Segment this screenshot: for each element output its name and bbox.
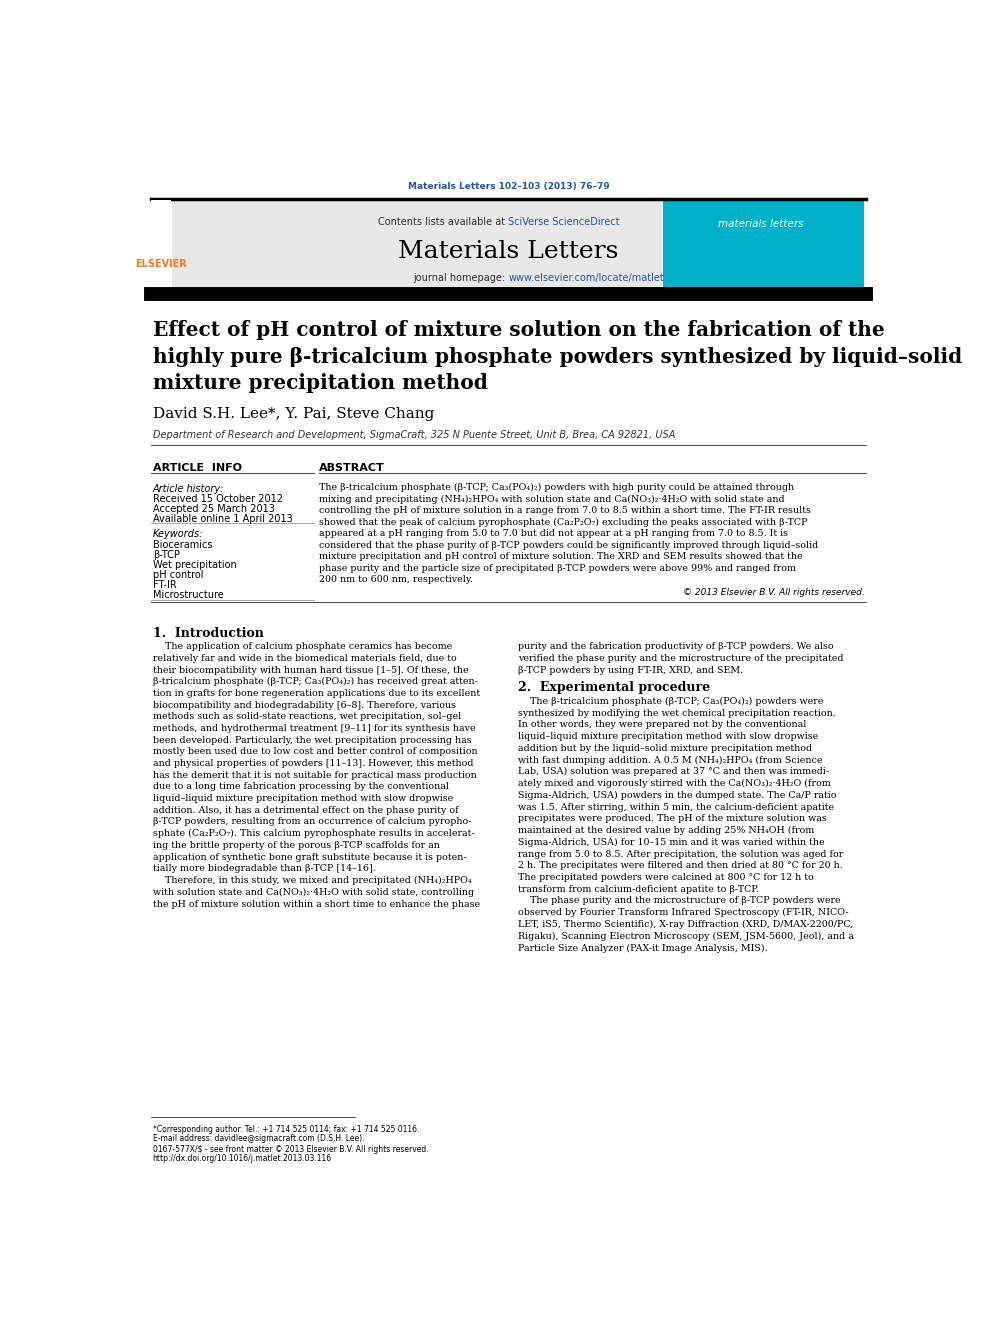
Text: Wet precipitation: Wet precipitation <box>153 560 236 570</box>
Text: The application of calcium phosphate ceramics has become
relatively far and wide: The application of calcium phosphate cer… <box>153 643 480 909</box>
Text: ABSTRACT: ABSTRACT <box>319 463 385 472</box>
Text: © 2013 Elsevier B.V. All rights reserved.: © 2013 Elsevier B.V. All rights reserved… <box>682 589 864 598</box>
FancyBboxPatch shape <box>663 200 864 291</box>
Text: www.elsevier.com/locate/matlet: www.elsevier.com/locate/matlet <box>509 273 665 283</box>
Text: Available online 1 April 2013: Available online 1 April 2013 <box>153 515 293 524</box>
Text: SciVerse ScienceDirect: SciVerse ScienceDirect <box>509 217 620 226</box>
Text: pH control: pH control <box>153 570 203 579</box>
Text: β-TCP: β-TCP <box>153 550 180 560</box>
Text: Department of Research and Development, SigmaCraft, 325 N Puente Street, Unit B,: Department of Research and Development, … <box>153 430 675 439</box>
FancyBboxPatch shape <box>172 200 662 291</box>
Text: journal homepage:: journal homepage: <box>413 273 509 283</box>
Text: Materials Letters: Materials Letters <box>398 239 619 262</box>
Text: http://dx.doi.org/10.1016/j.matlet.2013.03.116: http://dx.doi.org/10.1016/j.matlet.2013.… <box>153 1155 331 1163</box>
Text: ELSEVIER: ELSEVIER <box>135 259 187 269</box>
Text: Article history:: Article history: <box>153 484 224 493</box>
FancyBboxPatch shape <box>151 200 172 291</box>
Text: 0167-577X/$ - see front matter © 2013 Elsevier B.V. All rights reserved.: 0167-577X/$ - see front matter © 2013 El… <box>153 1146 429 1154</box>
Text: 1.  Introduction: 1. Introduction <box>153 627 264 640</box>
Text: Received 15 October 2012: Received 15 October 2012 <box>153 495 283 504</box>
Text: materials letters: materials letters <box>718 218 804 229</box>
Text: FT-IR: FT-IR <box>153 579 177 590</box>
Text: Accepted 25 March 2013: Accepted 25 March 2013 <box>153 504 275 515</box>
Text: Bioceramics: Bioceramics <box>153 540 212 550</box>
Text: The β-tricalcium phosphate (β-TCP; Ca₃(PO₄)₂) powders with high purity could be : The β-tricalcium phosphate (β-TCP; Ca₃(P… <box>319 483 818 583</box>
Text: Effect of pH control of mixture solution on the fabrication of the
highly pure β: Effect of pH control of mixture solution… <box>153 320 962 393</box>
Text: The β-tricalcium phosphate (β-TCP; Ca₃(PO₄)₂) powders were
synthesized by modify: The β-tricalcium phosphate (β-TCP; Ca₃(P… <box>519 697 854 953</box>
Text: *Corresponding author. Tel.: +1 714 525 0114; fax: +1 714 525 0116.: *Corresponding author. Tel.: +1 714 525 … <box>153 1125 419 1134</box>
Text: purity and the fabrication productivity of β-TCP powders. We also
verified the p: purity and the fabrication productivity … <box>519 643 844 675</box>
Text: Contents lists available at: Contents lists available at <box>378 217 509 226</box>
Text: Microstructure: Microstructure <box>153 590 223 599</box>
Text: Keywords:: Keywords: <box>153 529 203 540</box>
Text: E-mail address: davidlee@sigmacraft.com (D.S.H. Lee).: E-mail address: davidlee@sigmacraft.com … <box>153 1134 364 1143</box>
Text: Materials Letters 102–103 (2013) 76–79: Materials Letters 102–103 (2013) 76–79 <box>408 181 609 191</box>
Text: ARTICLE  INFO: ARTICLE INFO <box>153 463 242 472</box>
Text: David S.H. Lee*, Y. Pai, Steve Chang: David S.H. Lee*, Y. Pai, Steve Chang <box>153 406 434 421</box>
Text: 2.  Experimental procedure: 2. Experimental procedure <box>519 681 710 693</box>
